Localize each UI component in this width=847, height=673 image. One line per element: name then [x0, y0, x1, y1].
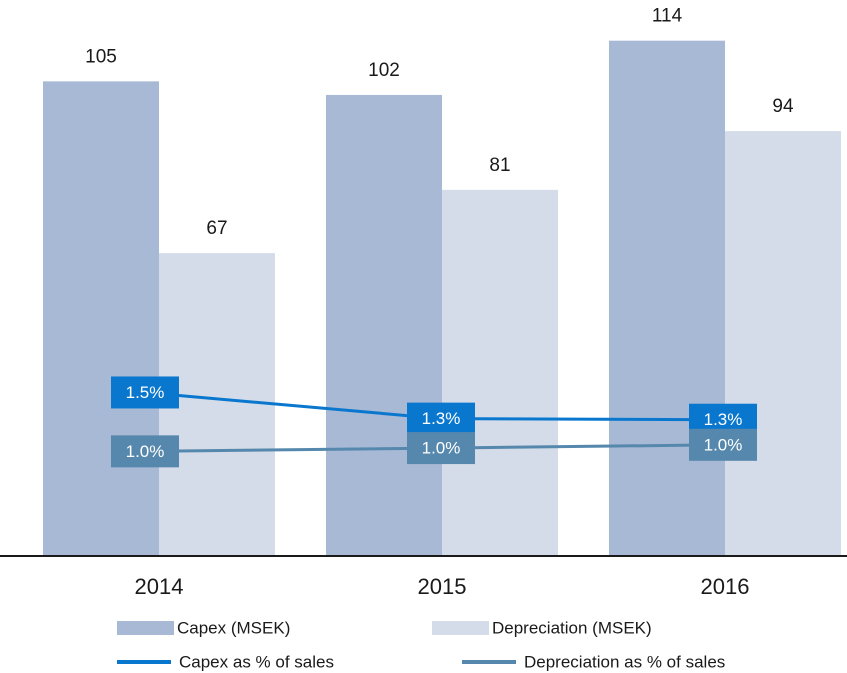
bar — [609, 40, 725, 557]
bar — [725, 131, 841, 557]
data-label: 94 — [772, 96, 794, 117]
legend-swatch — [462, 660, 516, 664]
data-label: 1.3% — [704, 410, 743, 429]
label-box — [689, 428, 757, 461]
x-tick-label: 2014 — [135, 574, 184, 599]
data-label: 105 — [85, 46, 117, 67]
legend-label: Depreciation (MSEK) — [492, 618, 652, 637]
x-tick-label: 2016 — [701, 574, 750, 599]
data-label: 1.3% — [422, 409, 461, 428]
label-box — [111, 376, 179, 409]
data-label: 1.0% — [704, 435, 743, 454]
legend-swatch — [432, 621, 489, 635]
data-label: 81 — [489, 155, 510, 176]
label-box — [111, 435, 179, 468]
legend-swatch — [117, 621, 174, 635]
legend-swatch — [117, 660, 171, 664]
data-label: 102 — [368, 60, 400, 81]
legend-label: Depreciation as % of sales — [524, 652, 725, 671]
legend-label: Capex as % of sales — [179, 652, 334, 671]
legend-label: Capex (MSEK) — [177, 618, 290, 637]
data-label: 67 — [206, 218, 227, 239]
x-tick-label: 2015 — [418, 574, 467, 599]
label-box — [407, 432, 475, 465]
data-label: 114 — [652, 6, 683, 27]
bar — [442, 189, 558, 557]
bar — [326, 94, 442, 557]
bar — [43, 81, 159, 557]
data-label: 1.0% — [422, 439, 461, 458]
data-label: 1.5% — [126, 383, 165, 402]
data-label: 1.0% — [126, 442, 165, 461]
label-box — [407, 402, 475, 435]
